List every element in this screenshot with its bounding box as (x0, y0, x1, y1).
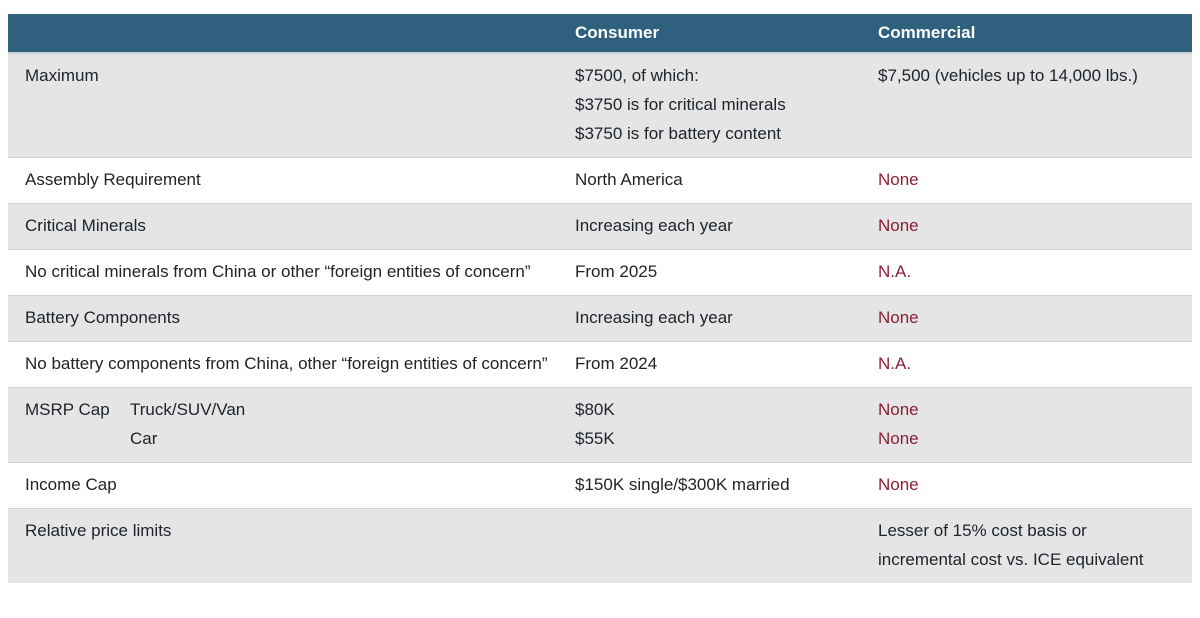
row-sublabel: Truck/SUV/Van (130, 400, 246, 419)
commercial-cell: None None (861, 387, 1192, 463)
commercial-cell: None (861, 462, 1192, 509)
row-label-cell: No battery components from China, other … (8, 341, 558, 388)
commercial-value: None (878, 216, 919, 235)
table-row-income-cap: Income Cap $150K single/$300K married No… (8, 462, 1192, 509)
consumer-value: Increasing each year (575, 308, 733, 327)
commercial-value: None (878, 170, 919, 189)
row-label-cell: Battery Components (8, 295, 558, 342)
commercial-value: None (878, 475, 919, 494)
consumer-value: From 2025 (575, 262, 658, 281)
row-label: Relative price limits (25, 521, 172, 540)
consumer-value: From 2024 (575, 354, 658, 373)
table-body: Maximum $7500, of which: $3750 is for cr… (8, 53, 1192, 583)
header-cell-empty (8, 14, 558, 54)
commercial-value: Lesser of 15% cost basis or (878, 521, 1087, 540)
row-label: No battery components from China, other … (25, 354, 548, 373)
consumer-value: $80K (575, 400, 615, 419)
commercial-cell: N.A. (861, 249, 1192, 296)
consumer-cell: Increasing each year (558, 295, 861, 342)
consumer-value: $55K (575, 429, 615, 448)
consumer-value: $7500, of which: (575, 66, 699, 85)
consumer-value: North America (575, 170, 683, 189)
row-label-cell: Income Cap (8, 462, 558, 509)
consumer-value: $3750 is for battery content (575, 124, 782, 143)
consumer-value: $150K single/$300K married (575, 475, 790, 494)
row-label-cell: MSRP Cap Truck/SUV/Van Car (8, 387, 558, 463)
table-row-no-battery-components-china: No battery components from China, other … (8, 341, 1192, 388)
commercial-value: None (878, 400, 919, 419)
consumer-cell: Increasing each year (558, 203, 861, 250)
consumer-cell: $80K $55K (558, 387, 861, 463)
header-cell-commercial: Commercial (861, 14, 1192, 54)
consumer-cell: From 2024 (558, 341, 861, 388)
comparison-table-container: Consumer Commercial Maximum $7500, of wh… (8, 14, 1192, 583)
row-sublabel: Car (130, 429, 158, 448)
consumer-cell: North America (558, 157, 861, 204)
table-row-maximum: Maximum $7500, of which: $3750 is for cr… (8, 53, 1192, 158)
commercial-value: $7,500 (vehicles up to 14,000 lbs.) (878, 66, 1138, 85)
commercial-cell: None (861, 157, 1192, 204)
commercial-cell: None (861, 203, 1192, 250)
row-label: Assembly Requirement (25, 170, 201, 189)
commercial-cell: Lesser of 15% cost basis or incremental … (861, 508, 1192, 583)
row-label-cell: Critical Minerals (8, 203, 558, 250)
commercial-value: N.A. (878, 354, 912, 373)
row-label-cell: No critical minerals from China or other… (8, 249, 558, 296)
row-label-cell: Assembly Requirement (8, 157, 558, 204)
header-cell-consumer: Consumer (558, 14, 861, 54)
commercial-value: None (878, 308, 919, 327)
table-row-critical-minerals: Critical Minerals Increasing each year N… (8, 203, 1192, 250)
row-label: MSRP Cap (25, 400, 110, 419)
row-label: Battery Components (25, 308, 180, 327)
table-row-battery-components: Battery Components Increasing each year … (8, 295, 1192, 342)
header-row: Consumer Commercial (8, 14, 1192, 54)
commercial-cell: None (861, 295, 1192, 342)
row-label: Income Cap (25, 475, 117, 494)
consumer-value: $3750 is for critical minerals (575, 95, 786, 114)
table-row-msrp-cap: MSRP Cap Truck/SUV/Van Car $80K $55K Non… (8, 387, 1192, 463)
comparison-table: Consumer Commercial Maximum $7500, of wh… (8, 14, 1192, 583)
commercial-value: None (878, 429, 919, 448)
table-row-no-critical-minerals-china: No critical minerals from China or other… (8, 249, 1192, 296)
consumer-cell: $7500, of which: $3750 is for critical m… (558, 53, 861, 158)
consumer-cell (558, 508, 861, 583)
row-label-cell: Maximum (8, 53, 558, 158)
table-row-relative-price-limits: Relative price limits Lesser of 15% cost… (8, 508, 1192, 583)
consumer-value: Increasing each year (575, 216, 733, 235)
row-label: No critical minerals from China or other… (25, 262, 531, 281)
commercial-value: incremental cost vs. ICE equivalent (878, 550, 1144, 569)
commercial-value: N.A. (878, 262, 912, 281)
row-label: Critical Minerals (25, 216, 146, 235)
row-label: Maximum (25, 66, 99, 85)
table-header: Consumer Commercial (8, 14, 1192, 54)
row-label-cell: Relative price limits (8, 508, 558, 583)
commercial-cell: N.A. (861, 341, 1192, 388)
consumer-cell: From 2025 (558, 249, 861, 296)
commercial-cell: $7,500 (vehicles up to 14,000 lbs.) (861, 53, 1192, 158)
table-row-assembly-requirement: Assembly Requirement North America None (8, 157, 1192, 204)
consumer-cell: $150K single/$300K married (558, 462, 861, 509)
